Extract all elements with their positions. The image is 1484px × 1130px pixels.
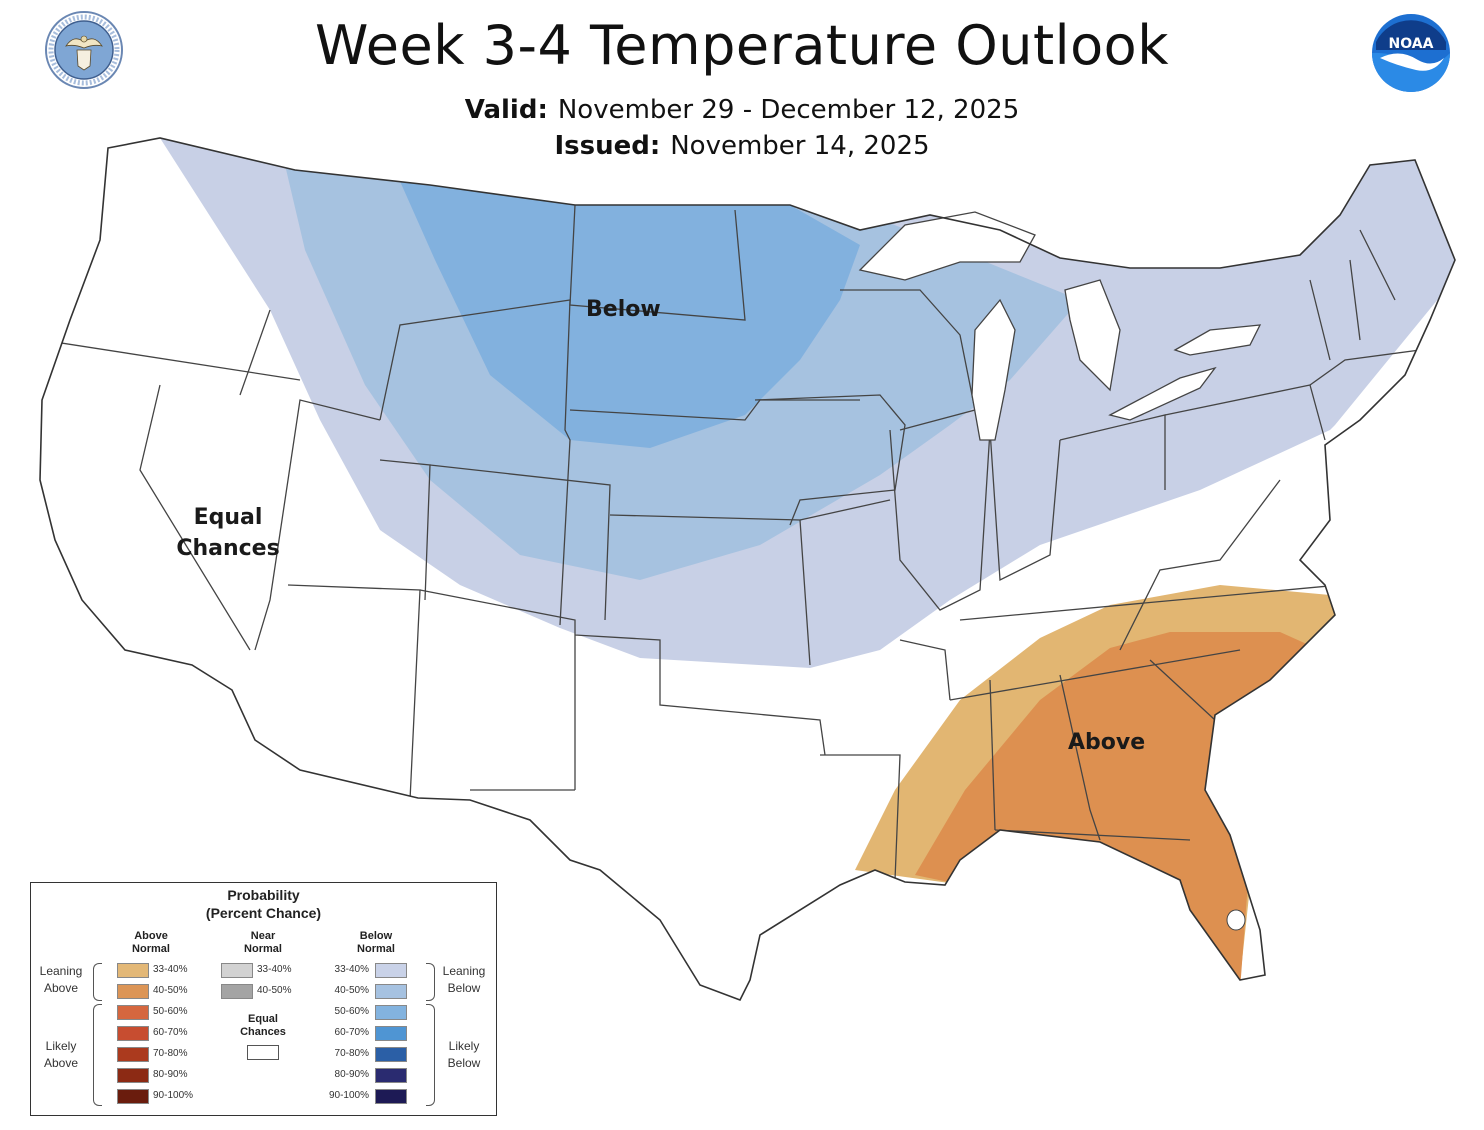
legend-head-below-2: Normal (357, 943, 395, 955)
noaa-logo-text: NOAA (1389, 36, 1434, 52)
probability-legend: Probability (Percent Chance) Above Norma… (30, 882, 497, 1116)
lake-huron (1064, 279, 1121, 392)
legend-label-above-2: 40-50% (153, 985, 188, 996)
leaning-above-1: Leaning (39, 964, 83, 978)
us-outline (39, 137, 1456, 1002)
legend-label-above-3: 50-60% (153, 1006, 188, 1017)
leaning-below-label: Leaning Below (436, 963, 492, 997)
legend-head-near-2: Normal (244, 943, 282, 955)
above-label: Above (1068, 730, 1146, 755)
page-title: Week 3-4 Temperature Outlook (315, 14, 1169, 77)
legend-head-near: Near Normal (218, 930, 308, 956)
legend-swatch-above-1 (117, 963, 149, 978)
legend-head-below-1: Below (359, 930, 393, 942)
legend-head-below: Below Normal (331, 930, 421, 956)
legend-label-above-4: 60-70% (153, 1027, 188, 1038)
below-label: Below (586, 297, 661, 322)
likely-below-1: Likely (448, 1039, 480, 1053)
valid-line: Valid: November 29 - December 12, 2025 (0, 95, 1484, 125)
likely-below-2: Below (447, 1056, 481, 1070)
leaning-below-2: Below (447, 981, 481, 995)
lake-ontario (1173, 324, 1262, 356)
leaning-below-1: Leaning (442, 964, 486, 978)
issued-label: Issued: (554, 131, 661, 161)
legend-swatch-above-6 (117, 1068, 149, 1083)
legend-label-near-1: 33-40% (257, 964, 292, 975)
legend-swatch-above-5 (117, 1047, 149, 1062)
legend-swatch-below-3 (375, 1005, 407, 1020)
legend-swatch-equal-chances (247, 1045, 279, 1060)
legend-label-below-4: 60-70% (334, 1027, 369, 1038)
valid-dates: November 29 - December 12, 2025 (557, 95, 1020, 125)
commerce-seal-logo (45, 11, 123, 89)
brace-leaning-above (93, 963, 102, 1001)
likely-above-2: Above (43, 1056, 79, 1070)
legend-label-below-1: 33-40% (334, 964, 369, 975)
legend-swatch-near-2 (221, 984, 253, 999)
legend-label-above-1: 33-40% (153, 964, 188, 975)
equal-chances-label: Equal Chances (168, 502, 288, 564)
brace-leaning-below (426, 963, 435, 1001)
lake-michigan (971, 298, 1016, 441)
legend-head-near-1: Near (250, 930, 276, 942)
legend-swatch-above-3 (117, 1005, 149, 1020)
legend-label-near-2: 40-50% (257, 985, 292, 996)
brace-likely-above (93, 1004, 102, 1106)
legend-swatch-below-6 (375, 1068, 407, 1083)
legend-swatch-above-7 (117, 1089, 149, 1104)
brace-likely-below (426, 1004, 435, 1106)
legend-title: Probability (227, 887, 300, 903)
noaa-logo: NOAA (1372, 14, 1450, 92)
legend-label-below-7: 90-100% (328, 1090, 369, 1101)
legend-label-below-5: 70-80% (334, 1048, 369, 1059)
legend-swatch-below-5 (375, 1047, 407, 1062)
leaning-above-2: Above (43, 981, 79, 995)
valid-label: Valid: (464, 95, 548, 125)
legend-label-below-3: 50-60% (334, 1006, 369, 1017)
legend-head-above-2: Normal (132, 943, 170, 955)
legend-swatch-below-4 (375, 1026, 407, 1041)
likely-below-label: Likely Below (436, 1038, 492, 1072)
lake-erie (1108, 366, 1217, 421)
legend-head-above-1: Above (134, 930, 168, 942)
issued-line: Issued: November 14, 2025 (0, 131, 1484, 161)
legend-swatch-below-2 (375, 984, 407, 999)
below-50-60-region (395, 170, 860, 448)
issued-date: November 14, 2025 (670, 131, 930, 161)
legend-equal-2: Chances (240, 1026, 286, 1038)
likely-above-label: Likely Above (33, 1038, 89, 1072)
legend-swatch-below-7 (375, 1089, 407, 1104)
likely-above-1: Likely (45, 1039, 77, 1053)
legend-label-above-7: 90-100% (153, 1090, 194, 1101)
legend-swatch-above-2 (117, 984, 149, 999)
legend-label-below-6: 80-90% (334, 1069, 369, 1080)
legend-label-above-6: 80-90% (153, 1069, 188, 1080)
equal-chances-line-1: Equal (193, 505, 263, 530)
lake-superior (858, 211, 1036, 281)
leaning-above-label: Leaning Above (33, 963, 89, 997)
legend-swatch-below-1 (375, 963, 407, 978)
legend-swatch-above-4 (117, 1026, 149, 1041)
legend-subtitle: (Percent Chance) (205, 905, 322, 921)
lake-okeechobee (1226, 909, 1246, 931)
legend-equal-chances-label: Equal Chances (218, 1013, 308, 1039)
great-lakes (858, 211, 1262, 441)
legend-head-above: Above Normal (106, 930, 196, 956)
legend-swatch-near-1 (221, 963, 253, 978)
legend-label-below-2: 40-50% (334, 985, 369, 996)
legend-equal-1: Equal (248, 1013, 278, 1025)
legend-label-above-5: 70-80% (153, 1048, 188, 1059)
equal-chances-line-2: Chances (176, 536, 280, 561)
state-boundaries (41, 204, 1421, 881)
